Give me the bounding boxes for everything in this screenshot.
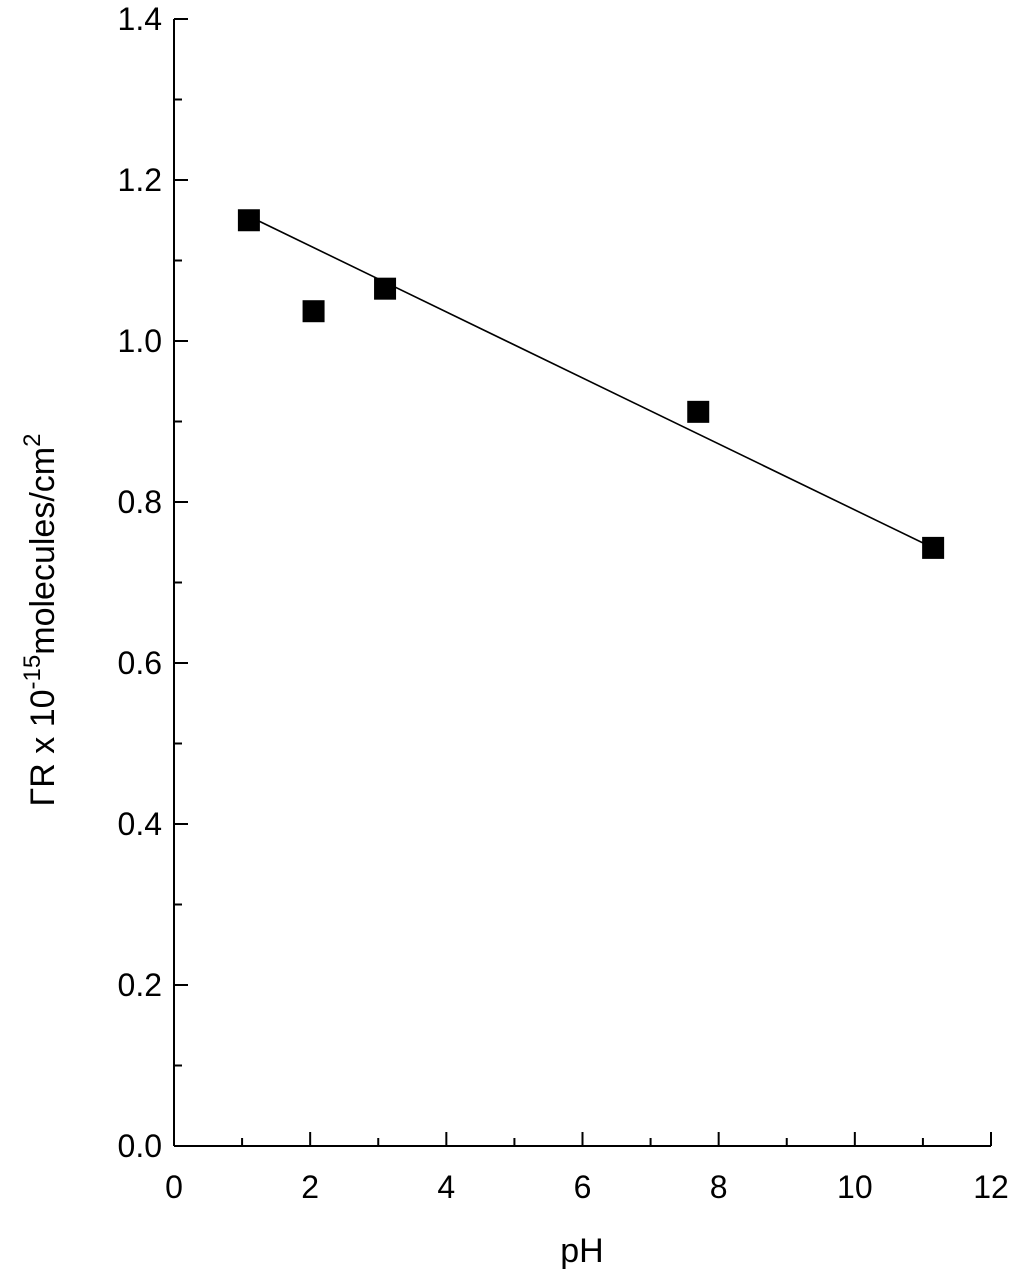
- y-axis-label-units-exponent: 2: [19, 434, 46, 447]
- y-tick-label: 0.4: [118, 806, 162, 842]
- x-tick-label: 12: [973, 1169, 1009, 1205]
- x-tick-label: 0: [165, 1169, 183, 1205]
- x-axis-label: pH: [560, 1232, 603, 1270]
- data-point-square: [922, 536, 945, 559]
- y-tick-label: 0.2: [118, 967, 162, 1003]
- y-axis-label-units: molecules/cm: [24, 447, 62, 655]
- data-point-square: [374, 277, 397, 300]
- y-tick-label: 0.0: [118, 1128, 162, 1164]
- y-tick-label: 1.4: [118, 1, 162, 37]
- x-tick-label: 8: [710, 1169, 728, 1205]
- y-axis-label-prefix: ΓR x 10: [24, 689, 62, 806]
- fit-line-layer: [248, 215, 934, 549]
- y-tick-label: 0.6: [118, 645, 162, 681]
- data-point-square: [687, 400, 710, 423]
- x-tick-label: 6: [574, 1169, 592, 1205]
- y-axis-label-exponent: -15: [19, 655, 46, 690]
- data-points-layer: [237, 209, 945, 559]
- ticks-layer: [173, 18, 992, 1147]
- tick-labels-layer: 0.0 0.2 0.4 0.6 0.8 1.0 1.2 1.4 0 2 4 6 8 10 12: [118, 1, 1009, 1205]
- y-axis-label: ΓR x 10-15molecules/cm2: [19, 434, 62, 807]
- y-tick-label: 0.8: [118, 484, 162, 520]
- linear-fit-line: [248, 215, 934, 549]
- y-tick-label: 1.2: [118, 162, 162, 198]
- data-point-square: [237, 209, 260, 232]
- x-tick-label: 4: [437, 1169, 455, 1205]
- data-point-square: [302, 300, 325, 323]
- x-tick-label: 10: [837, 1169, 873, 1205]
- x-tick-label: 2: [301, 1169, 319, 1205]
- y-tick-label: 1.0: [118, 323, 162, 359]
